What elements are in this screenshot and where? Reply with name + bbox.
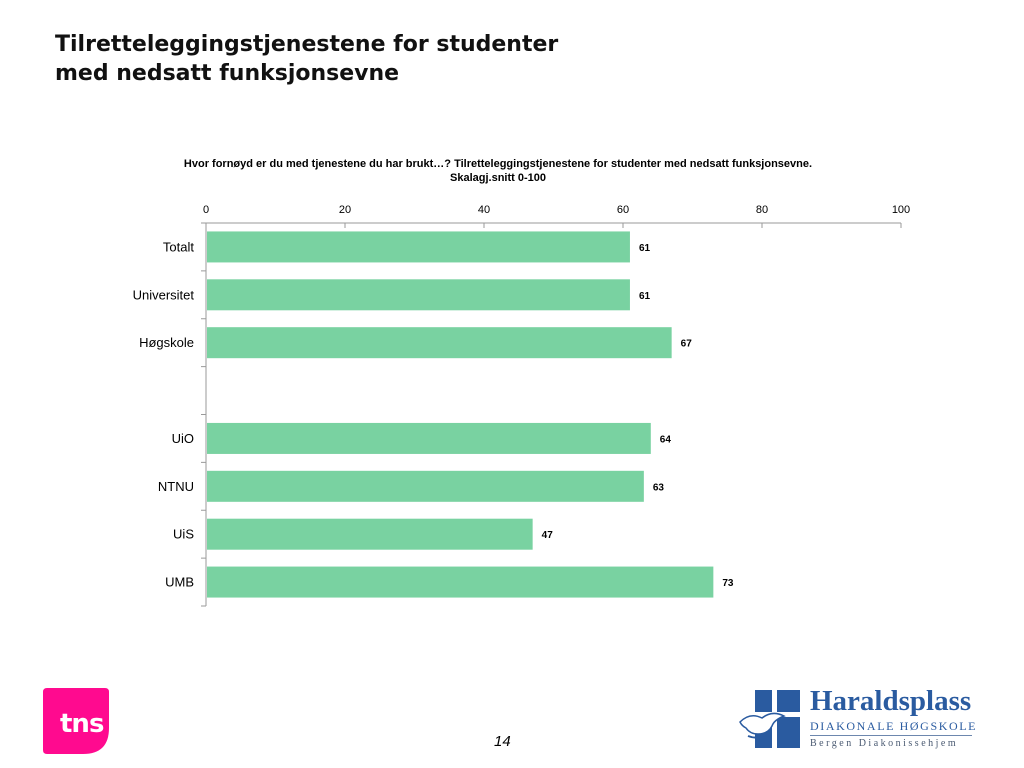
bar	[207, 279, 630, 311]
value-label: 61	[639, 291, 651, 302]
tns-logo-text: tns	[60, 709, 104, 739]
category-label: Totalt	[163, 239, 194, 254]
bar	[207, 470, 644, 502]
haraldsplass-logo: Haraldsplass DIAKONALE HØGSKOLE Bergen D…	[738, 685, 978, 752]
category-label: Universitet	[133, 287, 195, 302]
category-label: NTNU	[158, 479, 194, 494]
category-label: UiS	[173, 527, 194, 542]
x-tick-label: 80	[756, 204, 768, 216]
value-label: 47	[542, 530, 554, 541]
value-label: 64	[660, 434, 672, 445]
slide-title-line-2: med nedsatt funksjonsevne	[55, 61, 400, 86]
haraldsplass-divider	[810, 735, 972, 736]
bar	[207, 327, 672, 359]
tns-logo	[43, 688, 109, 754]
x-tick-label: 100	[892, 204, 910, 216]
tns-logo-shape	[43, 688, 109, 754]
value-label: 63	[653, 482, 665, 493]
slide-title: Tilretteleggingstjenestene for studenter…	[55, 30, 558, 88]
chart-title: Hvor fornøyd er du med tjenestene du har…	[100, 157, 896, 185]
slide-title-line-1: Tilretteleggingstjenestene for studenter	[55, 32, 559, 57]
x-tick-label: 0	[203, 204, 209, 216]
page-number: 14	[494, 733, 511, 750]
value-label: 67	[681, 339, 693, 350]
value-label: 73	[722, 578, 734, 589]
haraldsplass-tagline: Bergen Diakonissehjem	[810, 738, 959, 749]
haraldsplass-name: Haraldsplass	[810, 685, 972, 717]
bar	[207, 231, 630, 263]
category-label: UMB	[165, 575, 194, 590]
bar	[207, 422, 651, 454]
x-tick-label: 60	[617, 204, 629, 216]
x-tick-label: 40	[478, 204, 490, 216]
bar	[207, 566, 714, 598]
chart-title-line-2: Skalagj.snitt 0-100	[450, 172, 546, 184]
chart-title-line-1: Hvor fornøyd er du med tjenestene du har…	[183, 158, 813, 170]
x-tick-label: 20	[339, 204, 351, 216]
haraldsplass-subtitle: DIAKONALE HØGSKOLE	[810, 719, 978, 733]
dove-cross-icon	[739, 690, 800, 748]
category-label: UiO	[172, 431, 194, 446]
bar	[207, 518, 533, 550]
value-label: 61	[639, 243, 651, 254]
category-label: Høgskole	[139, 335, 194, 350]
